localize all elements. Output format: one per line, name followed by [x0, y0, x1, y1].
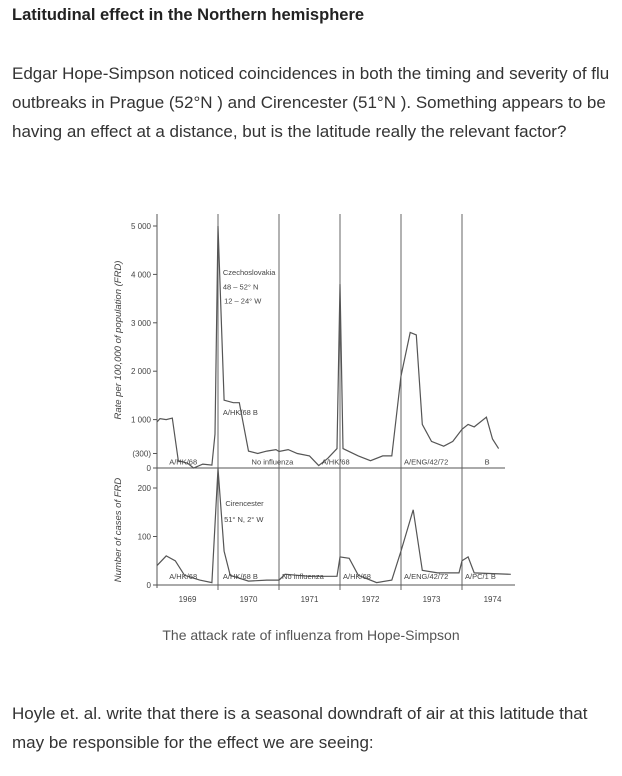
chart-annotation: 12 – 24° W — [224, 296, 262, 305]
chart-annotation: A/HK/68 — [169, 572, 197, 581]
lower-y-axis-label: Number of cases of FRD — [113, 478, 124, 583]
chart-annotation: Czechoslovakia — [223, 268, 276, 277]
figure-caption: The attack rate of influenza from Hope-S… — [0, 627, 622, 643]
chart-annotation: Cirencester — [225, 499, 264, 508]
chart-annotation: A/HK/68 — [343, 572, 371, 581]
y-tick-label: (300) — [132, 449, 151, 458]
y-tick-label: 0 — [147, 464, 152, 473]
cirencester-series-line — [156, 468, 511, 584]
x-tick-label: 1973 — [423, 595, 441, 604]
chart-annotation: A/HK/68 B — [223, 572, 258, 581]
y-tick-label: 1 000 — [131, 416, 152, 425]
x-tick-label: 1971 — [301, 595, 319, 604]
chart-annotation: A/HK/68 — [322, 458, 350, 467]
y-tick-label: 2 000 — [131, 367, 152, 376]
y-tick-label: 4 000 — [131, 270, 152, 279]
y-tick-label: 200 — [138, 484, 152, 493]
x-tick-label: 1974 — [484, 595, 502, 604]
chart-annotation: A/ENG/42/72 — [404, 458, 448, 467]
chart-annotation: No influenza — [252, 458, 295, 467]
czechoslovakia-series-line — [156, 225, 500, 469]
chart-annotation: No influenza — [282, 572, 325, 581]
chart-annotation: 51° N, 2° W — [224, 515, 264, 524]
y-tick-label: 0 — [147, 581, 152, 590]
x-tick-label: 1970 — [240, 595, 258, 604]
chart-annotation: A/HK/68 — [169, 458, 197, 467]
upper-y-axis-label: Rate per 100,000 of population (FRD) — [113, 261, 124, 420]
y-tick-label: 3 000 — [131, 319, 152, 328]
influenza-attack-rate-chart: 1969 1970 1971 1972 1973 1974 0 (300) 1 000 2 000… — [113, 214, 515, 604]
x-tick-label: 1972 — [362, 595, 380, 604]
chart-annotation: A/PC/1 B — [465, 572, 496, 581]
section-heading: Latitudinal effect in the Northern hemis… — [12, 6, 365, 24]
intro-paragraph: Edgar Hope-Simpson noticed coincidences … — [12, 64, 610, 141]
x-tick-label: 1969 — [179, 595, 197, 604]
chart-annotation: A/ENG/42/72 — [404, 572, 448, 581]
y-tick-label: 100 — [138, 533, 152, 542]
chart-annotation: B — [485, 458, 490, 467]
y-tick-label: 5 000 — [131, 222, 152, 231]
followup-paragraph: Hoyle et. al. write that there is a seas… — [12, 704, 588, 752]
chart-annotation: A/HK/68 B — [223, 408, 258, 417]
caption-text: The attack rate of influenza from Hope-S… — [162, 627, 460, 643]
chart-annotation: 48 – 52° N — [223, 282, 259, 291]
